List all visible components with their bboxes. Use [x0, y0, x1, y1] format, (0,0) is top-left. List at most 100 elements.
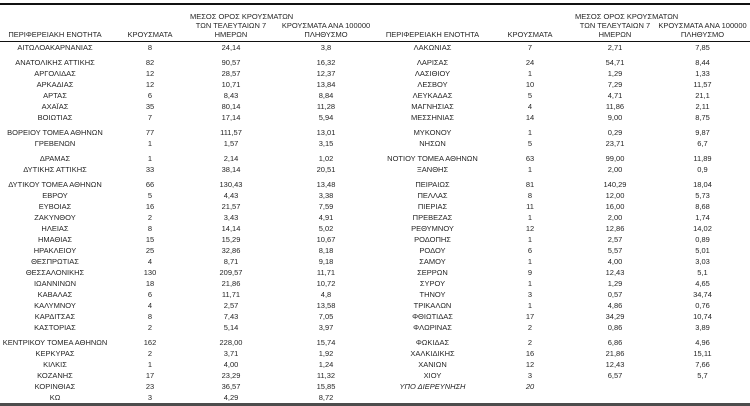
avg7-cell-right: 9,00	[607, 113, 623, 122]
table-row: ΗΜΑΘΙΑΣ 15 15,29 10,67 ΡΟΔΟΠΗΣ 1 2,57 0,89	[0, 234, 750, 245]
per100k-cell-right: 10,74	[693, 312, 712, 321]
cases-cell-right: 1	[527, 257, 533, 266]
avg7-cell-left: 14,14	[221, 224, 241, 233]
region-cell-left: ΑΙΤΩΛΟΑΚΑΡΝΑΝΙΑΣ	[17, 43, 93, 52]
cases-cell-right: 10	[525, 80, 535, 89]
per100k-cell-right: 7,66	[695, 360, 710, 369]
cases-cell-left: 6	[147, 290, 153, 299]
avg7-cell-left: 4,29	[223, 393, 239, 402]
avg7-cell-left: 21,57	[221, 202, 241, 211]
avg7-cell-right: 2,00	[607, 213, 623, 222]
avg7-cell-left: 24,14	[221, 43, 241, 52]
region-cell-left: ΚΑΛΥΜΝΟΥ	[34, 301, 76, 310]
avg7-cell-left: 28,57	[221, 69, 241, 78]
per100k-cell-right: 5,7	[697, 371, 708, 380]
avg7-cell-left: 38,14	[221, 165, 241, 174]
per100k-cell-right: 4,96	[695, 338, 710, 347]
region-cell-left: ΚΕΡΚΥΡΑΣ	[35, 349, 75, 358]
region-cell-right: ΦΩΚΙΔΑΣ	[415, 338, 450, 347]
region-cell-left: ΚΟΖΑΝΗΣ	[37, 371, 73, 380]
cases-cell-right: 1	[527, 301, 533, 310]
table-row: ΔΡΑΜΑΣ 1 2,14 1,02 ΝΟΤΙΟΥ ΤΟΜΕΑ ΑΘΗΝΩΝ 63 99,0…	[0, 153, 750, 164]
per100k-cell-left: 1,92	[318, 349, 334, 358]
per100k-cell-left: 13,01	[316, 128, 336, 137]
per100k-cell-right: 5,01	[695, 246, 710, 255]
avg7-cell-right: 12,00	[605, 191, 625, 200]
cases-cell-right: 5	[527, 139, 533, 148]
per100k-cell-right	[655, 381, 750, 392]
per100k-cell-right: 11,57	[693, 80, 712, 89]
cases-cell-right: 1	[527, 128, 533, 137]
region-cell-left: ΕΥΒΟΙΑΣ	[38, 202, 72, 211]
table-row: ΒΟΙΩΤΙΑΣ 7 17,14 5,94 ΜΕΣΣΗΝΙΑΣ 14 9,00 8,75	[0, 112, 750, 123]
cases-table: ΠΕΡΙΦΕΡΕΙΑΚΗ ΕΝΟΤΗΤΑ ΚΡΟΥΣΜΑΤΑ ΜΕΣΟΣ ΟΡΟ…	[0, 3, 750, 406]
table-row: ΕΒΡΟΥ 5 4,43 3,38 ΠΕΛΛΑΣ 8 12,00 5,73	[0, 190, 750, 201]
avg7-cell-right: 99,00	[605, 154, 625, 163]
avg7-cell-left: 8,71	[223, 257, 239, 266]
cases-cell-right: 16	[525, 349, 535, 358]
table-row: ΑΧΑΪΑΣ 35 80,14 11,28 ΜΑΓΝΗΣΙΑΣ 4 11,86 2,11	[0, 101, 750, 112]
cases-cell-right: 1	[527, 279, 533, 288]
cases-cell-right: 20	[525, 382, 535, 391]
avg7-cell-right: 4,71	[607, 91, 623, 100]
region-cell-left: ΘΕΣΠΡΩΤΙΑΣ	[31, 257, 79, 266]
avg7-cell-left: 2,14	[223, 154, 239, 163]
region-cell-right: ΡΟΔΟΥ	[419, 246, 446, 255]
table-row: ΚΕΝΤΡΙΚΟΥ ΤΟΜΕΑ ΑΘΗΝΩΝ 162 228,00 15,74 ΦΩΚΙ…	[0, 337, 750, 348]
region-cell-right: ΥΠΟ ΔΙΕΡΕΥΝΗΣΗ	[399, 382, 466, 391]
avg7-cell-left: 17,14	[221, 113, 241, 122]
per100k-cell-right: 34,74	[693, 290, 712, 299]
cases-cell-left: 162	[143, 338, 157, 347]
avg7-cell-left: 4,00	[223, 360, 239, 369]
table-row: ΓΡΕΒΕΝΩΝ 1 1,57 3,15 ΝΗΣΩΝ 5 23,71 6,7	[0, 138, 750, 149]
region-cell-right: ΝΟΤΙΟΥ ΤΟΜΕΑ ΑΘΗΝΩΝ	[387, 154, 478, 163]
avg7-cell-right: 16,00	[605, 202, 625, 211]
region-cell-left: ΗΡΑΚΛΕΙΟΥ	[33, 246, 77, 255]
region-cell-left: ΗΛΕΙΑΣ	[41, 224, 69, 233]
region-cell-right: ΧΑΛΚΙΔΙΚΗΣ	[410, 349, 455, 358]
per100k-cell-right: 18,04	[693, 180, 712, 189]
cases-cell-right: 4	[527, 102, 533, 111]
region-cell-right: ΝΗΣΩΝ	[419, 139, 446, 148]
cases-cell-right: 12	[525, 224, 535, 233]
region-cell-left: ΔΡΑΜΑΣ	[39, 154, 71, 163]
cases-cell-right: 2	[527, 323, 533, 332]
cases-cell-left: 4	[147, 257, 153, 266]
table-row: ΚΑΣΤΟΡΙΑΣ 2 5,14 3,97 ΦΛΩΡΙΝΑΣ 2 0,86 3,89	[0, 322, 750, 333]
table-row: ΚΑΛΥΜΝΟΥ 4 2,57 13,58 ΤΡΙΚΑΛΩΝ 1 4,86 0,76	[0, 300, 750, 311]
cases-cell-left: 77	[145, 128, 155, 137]
avg7-cell-right: 6,57	[607, 371, 623, 380]
region-cell-right: ΜΑΓΝΗΣΙΑΣ	[411, 102, 454, 111]
per100k-cell-right: 1,74	[695, 213, 710, 222]
table-row: ΚΙΛΚΙΣ 1 4,00 1,24 ΧΑΝΙΩΝ 12 12,43 7,66	[0, 359, 750, 370]
avg7-cell-right: 12,43	[605, 268, 625, 277]
cases-cell-left: 7	[147, 113, 153, 122]
avg7-cell-right: 1,29	[607, 279, 623, 288]
per100k-cell-right: 15,11	[693, 349, 712, 358]
per100k-cell-left: 9,18	[318, 257, 334, 266]
avg7-cell-right: 0,86	[607, 323, 623, 332]
per100k-cell-right: 21,1	[695, 91, 710, 100]
avg7-cell-right: 12,86	[605, 224, 625, 233]
per100k-cell-left: 12,37	[316, 69, 336, 78]
header-avg7-left: ΜΕΣΟΣ ΟΡΟΣ ΚΡΟΥΣΜΑΤΩΝ ΤΩΝ ΤΕΛΕΥΤΑΙΩΝ 7 Η…	[190, 4, 293, 42]
table-row: ΚΟΡΙΝΘΙΑΣ 23 36,57 15,85 ΥΠΟ ΔΙΕΡΕΥΝΗΣΗ 20	[0, 381, 750, 392]
cases-cell-left: 130	[143, 268, 157, 277]
avg7-cell-left: 15,29	[221, 235, 241, 244]
region-cell-left: ΖΑΚΥΝΘΟΥ	[34, 213, 76, 222]
region-cell-right	[380, 392, 485, 405]
cases-cell-left: 12	[145, 69, 155, 78]
header-region-left: ΠΕΡΙΦΕΡΕΙΑΚΗ ΕΝΟΤΗΤΑ	[0, 4, 110, 42]
avg7-cell-right	[575, 392, 655, 405]
region-cell-left: ΚΑΒΑΛΑΣ	[37, 290, 73, 299]
per100k-cell-left: 4,91	[318, 213, 334, 222]
table-row: ΔΥΤΙΚΟΥ ΤΟΜΕΑ ΑΘΗΝΩΝ 66 130,43 13,48 ΠΕΙΡΑΙΩ…	[0, 179, 750, 190]
region-cell-right: ΜΕΣΣΗΝΙΑΣ	[410, 113, 455, 122]
region-cell-left: ΒΟΙΩΤΙΑΣ	[37, 113, 73, 122]
cases-cell-left: 5	[147, 191, 153, 200]
per100k-cell-right: 11,89	[693, 154, 712, 163]
table-row: ΗΛΕΙΑΣ 8 14,14 5,02 ΡΕΘΥΜΝΟΥ 12 12,86 14,02	[0, 223, 750, 234]
cases-cell-right: 1	[527, 235, 533, 244]
per100k-cell-left: 10,72	[316, 279, 336, 288]
region-cell-right: ΧΑΝΙΩΝ	[418, 360, 447, 369]
